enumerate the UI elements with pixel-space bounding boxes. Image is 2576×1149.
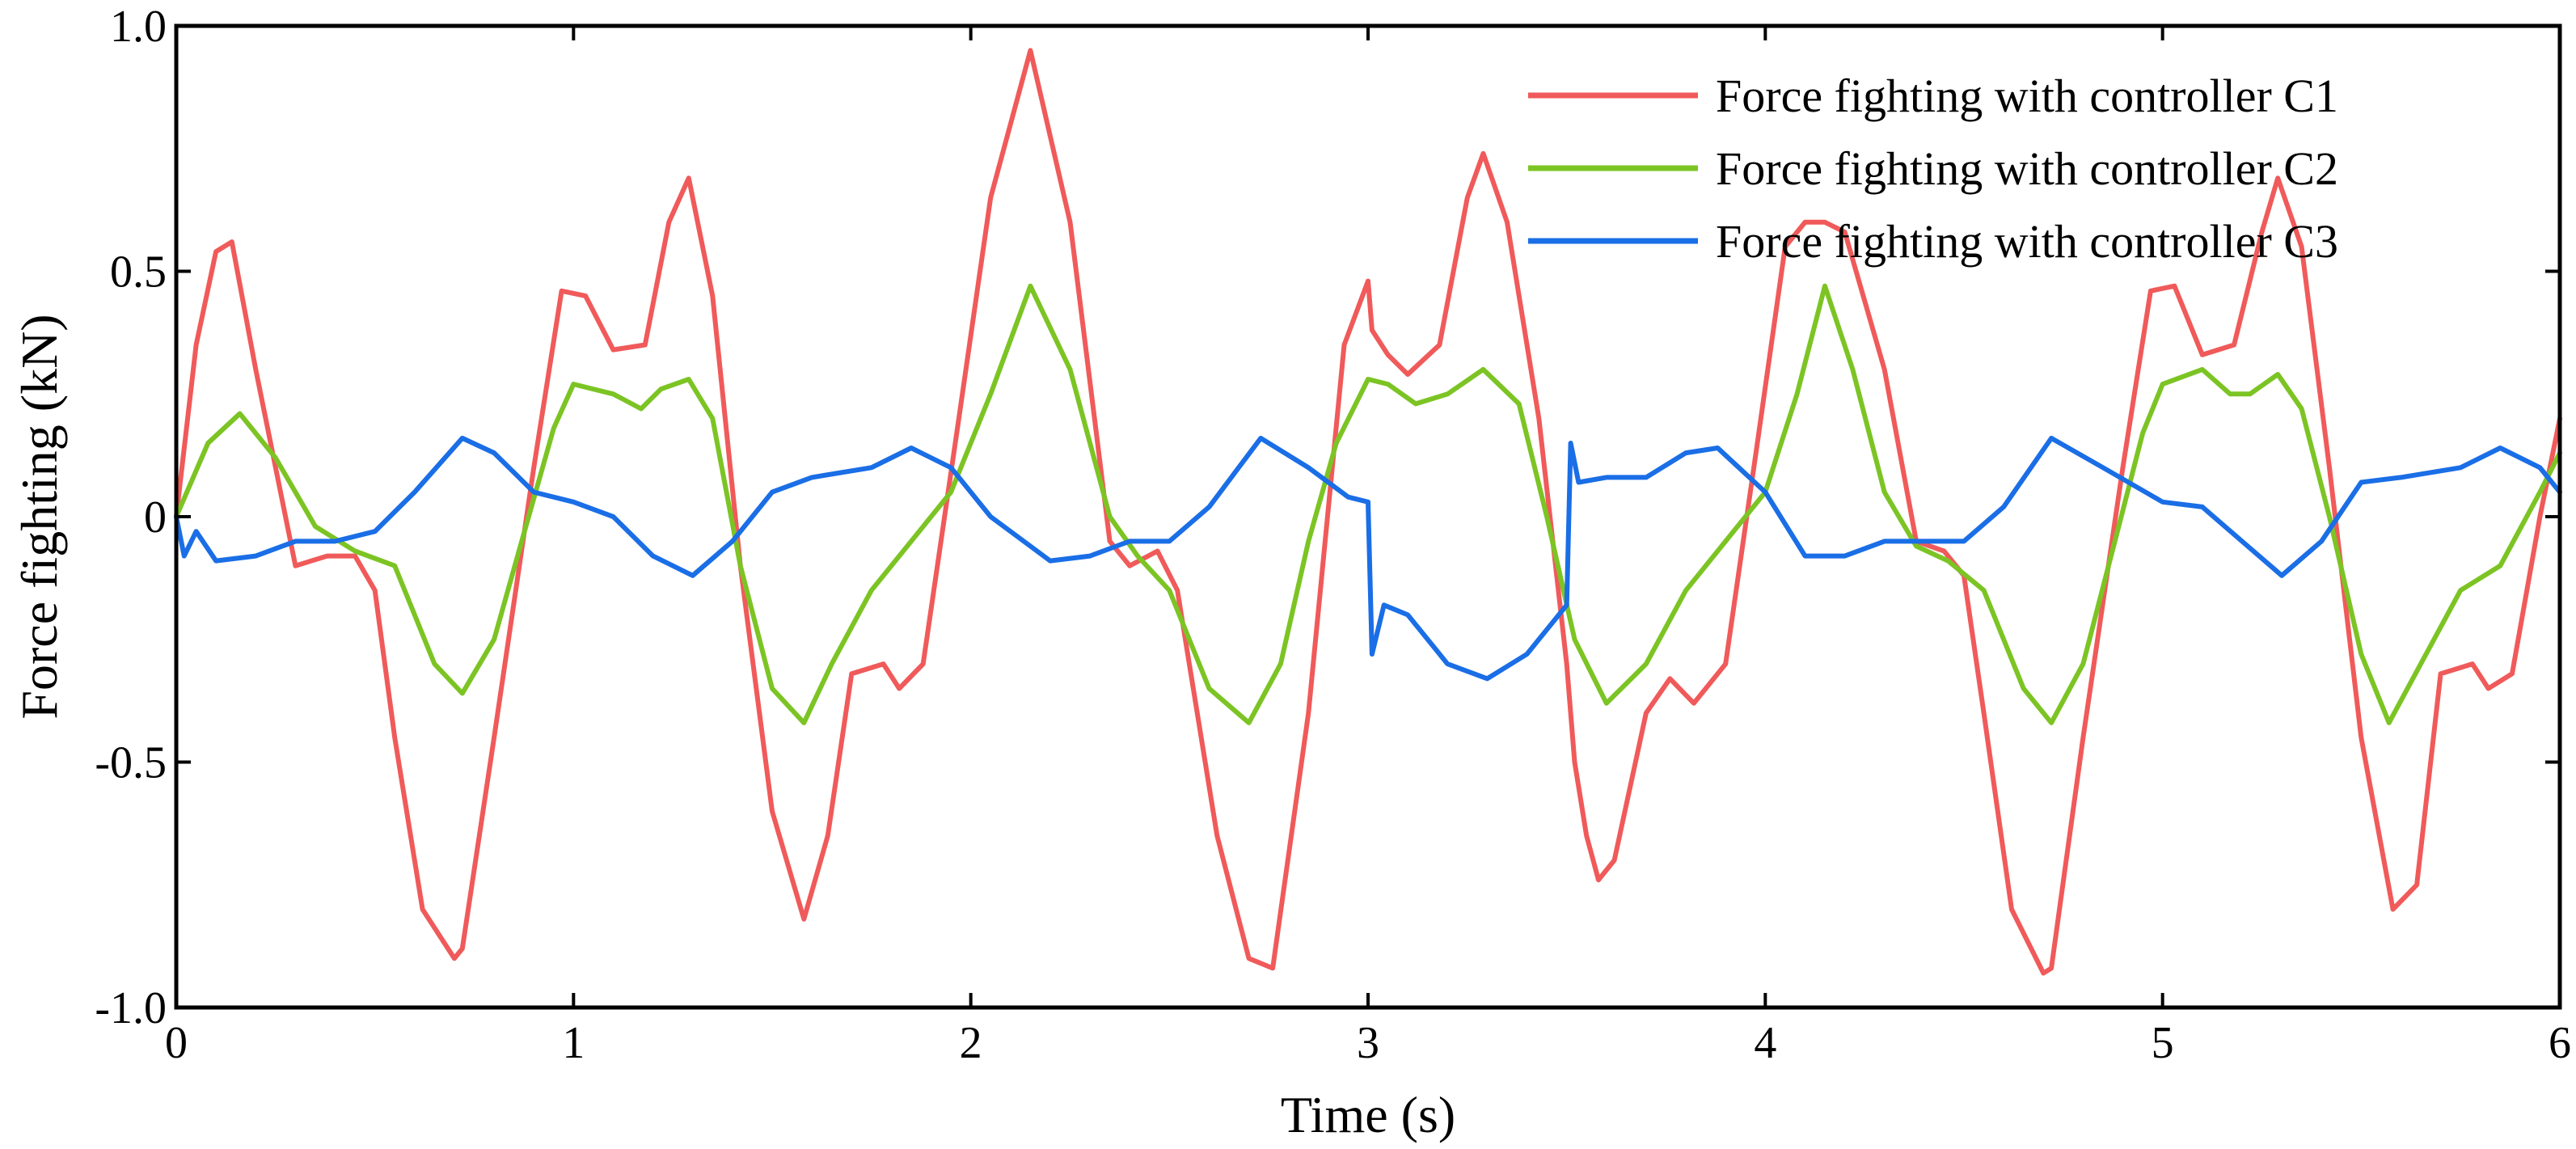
legend-label-c1: Force fighting with controller C1: [1716, 70, 2338, 122]
series-line-c2: [174, 283, 2562, 725]
series-line-c1: [174, 48, 2562, 976]
legend: Force fighting with controller C1 Force f…: [1528, 70, 2338, 268]
x-tick-label: 6: [2549, 1018, 2571, 1068]
y-tick-label: -1.0: [95, 983, 167, 1033]
x-tick-label: 5: [2152, 1018, 2174, 1068]
tick-layer: 0 1 2 3 4 5 6 -1.0 -0.5 0 0.5 1.0: [95, 2, 2571, 1068]
x-tick-label: 4: [1754, 1018, 1776, 1068]
x-tick-label: 0: [165, 1018, 188, 1068]
legend-label-c2: Force fighting with controller C2: [1716, 142, 2338, 195]
y-tick-label: 0: [144, 492, 167, 543]
x-axis-title: Time (s): [1281, 1086, 1455, 1143]
y-tick-label: 0.5: [110, 247, 167, 298]
series-layer: [174, 48, 2562, 976]
legend-label-c3: Force fighting with controller C3: [1716, 215, 2338, 268]
y-tick-label: 1.0: [110, 2, 167, 52]
y-axis-title: Force fighting (kN): [11, 314, 68, 719]
x-tick-label: 1: [562, 1018, 585, 1068]
y-tick-label: -0.5: [95, 738, 167, 788]
series-line-c3: [174, 435, 2562, 682]
x-tick-label: 2: [960, 1018, 982, 1068]
x-tick-label: 3: [1357, 1018, 1379, 1068]
